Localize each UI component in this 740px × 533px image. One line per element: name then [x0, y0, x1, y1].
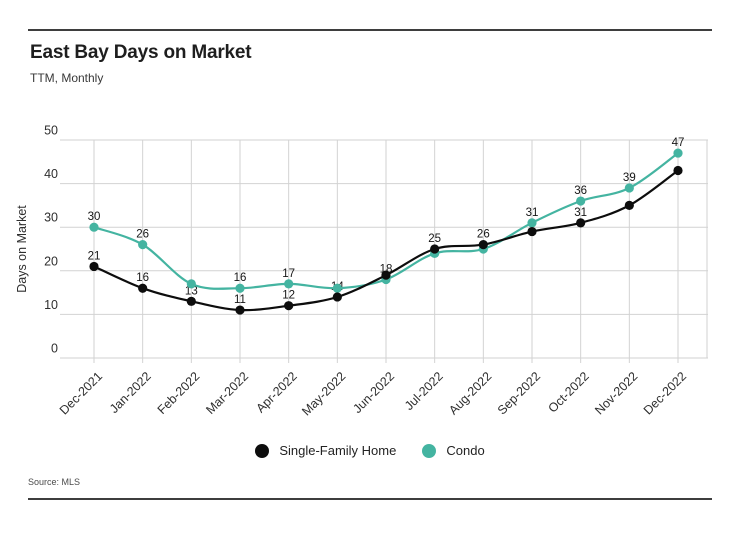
chart-title: East Bay Days on Market	[30, 42, 252, 63]
single-family-legend-dot-icon	[255, 443, 270, 458]
chart-legend: Single-Family Home Condo	[0, 443, 740, 458]
data-point-label: 17	[282, 268, 295, 280]
y-tick-label: 20	[44, 254, 58, 268]
data-point-label: 39	[623, 172, 636, 184]
data-point-condo	[527, 218, 537, 228]
top-divider	[28, 29, 712, 31]
y-axis-title: Days on Market	[15, 205, 29, 293]
data-point-label: 30	[88, 211, 101, 223]
x-tick-label: Jun-2022	[350, 369, 397, 416]
data-point-single-family-home	[430, 244, 440, 254]
data-point-single-family-home	[186, 296, 196, 306]
data-point-label: 16	[234, 272, 247, 284]
legend-item-condo: Condo	[422, 443, 485, 458]
data-point-condo	[89, 222, 99, 232]
x-tick-label: Jul-2022	[402, 369, 446, 413]
x-tick-label: Jan-2022	[107, 369, 154, 416]
legend-label-single-family: Single-Family Home	[279, 443, 397, 458]
data-point-single-family-home	[89, 261, 99, 272]
y-tick-label: 30	[44, 211, 58, 225]
data-point-label: 21	[88, 250, 101, 262]
data-point-condo	[284, 279, 294, 289]
y-tick-label: 50	[44, 124, 58, 138]
data-point-single-family-home	[624, 200, 634, 210]
y-tick-label: 0	[51, 342, 58, 356]
data-point-label: 31	[574, 207, 587, 219]
data-point-label: 31	[526, 207, 539, 219]
data-point-single-family-home	[332, 292, 342, 302]
data-point-label: 26	[136, 229, 149, 241]
data-point-single-family-home	[576, 218, 586, 228]
data-point-single-family-home	[381, 270, 391, 280]
data-point-label: 25	[428, 233, 441, 245]
x-tick-label: Oct-2022	[546, 369, 592, 415]
x-tick-label: Feb-2022	[155, 369, 203, 417]
data-point-condo	[576, 196, 586, 206]
data-point-condo	[624, 183, 634, 193]
data-point-condo	[235, 283, 245, 293]
x-tick-label: May-2022	[299, 369, 348, 418]
data-point-label: 13	[185, 285, 198, 297]
data-point-single-family-home	[478, 240, 488, 250]
data-point-label: 16	[136, 272, 149, 284]
data-point-condo	[673, 148, 683, 158]
data-point-single-family-home	[235, 305, 245, 315]
chart-subtitle: TTM, Monthly	[30, 71, 104, 85]
data-point-label: 11	[234, 294, 246, 306]
data-point-condo	[332, 283, 342, 293]
x-tick-label: Apr-2022	[254, 369, 300, 415]
data-point-single-family-home	[527, 226, 537, 237]
condo-legend-dot-icon	[422, 443, 437, 458]
bottom-divider	[28, 498, 712, 500]
data-point-label: 12	[282, 290, 295, 302]
data-point-label: 47	[672, 137, 685, 149]
x-tick-label: Dec-2022	[641, 369, 689, 417]
data-point-single-family-home	[138, 283, 148, 293]
data-point-label: 26	[477, 229, 490, 241]
x-tick-label: Dec-2021	[57, 369, 105, 417]
y-tick-label: 40	[44, 167, 58, 181]
data-point-single-family-home	[284, 301, 294, 311]
source-note: Source: MLS	[28, 477, 81, 487]
data-point-single-family-home	[673, 165, 683, 176]
x-tick-label: Mar-2022	[203, 369, 251, 417]
x-tick-label: Sep-2022	[495, 369, 543, 417]
data-point-condo	[138, 240, 148, 250]
legend-label-condo: Condo	[446, 443, 485, 458]
y-tick-label: 10	[44, 298, 58, 312]
x-tick-label: Aug-2022	[446, 369, 494, 417]
data-point-label: 36	[574, 185, 587, 197]
legend-item-single-family: Single-Family Home	[255, 443, 396, 458]
x-tick-label: Nov-2022	[592, 369, 640, 417]
data-point-condo	[186, 279, 196, 289]
